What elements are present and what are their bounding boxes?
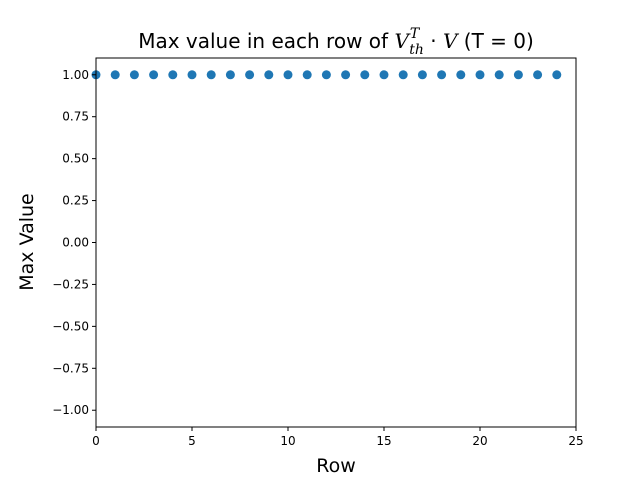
plot-frame [95, 57, 577, 428]
data-point [168, 70, 178, 80]
x-axis-label: Row [316, 455, 356, 477]
data-point [341, 70, 351, 80]
y-tick-label: 1.00 [62, 68, 89, 82]
data-point [149, 70, 159, 80]
data-point [129, 70, 139, 80]
x-tick-label: 15 [376, 434, 391, 448]
data-point [475, 70, 485, 80]
y-tick-label: −1.00 [52, 403, 89, 417]
data-point [245, 70, 255, 80]
y-tick-label: 0.75 [62, 110, 89, 124]
data-point [552, 70, 562, 80]
title-suffix: (T = 0) [457, 29, 533, 53]
data-points [91, 70, 562, 80]
title-math-base: V [394, 29, 411, 53]
data-point [225, 70, 235, 80]
y-tick-label: 0.25 [62, 194, 89, 208]
data-point [187, 70, 197, 80]
data-point [398, 70, 408, 80]
data-point [264, 70, 274, 80]
title-math-op: · [424, 29, 443, 53]
data-point [533, 70, 543, 80]
data-point [494, 70, 504, 80]
data-point [513, 70, 523, 80]
y-tick-label: −0.25 [52, 277, 89, 291]
data-point [456, 70, 466, 80]
data-point [417, 70, 427, 80]
x-tick-label: 5 [188, 434, 196, 448]
y-tick-label: 0.50 [62, 152, 89, 166]
data-point [302, 70, 312, 80]
data-point [206, 70, 216, 80]
data-point [379, 70, 389, 80]
data-point [283, 70, 293, 80]
data-point [321, 70, 331, 80]
y-tick-label: −0.75 [52, 361, 89, 375]
x-tick-label: 20 [472, 434, 487, 448]
y-tick-label: 0.00 [62, 236, 89, 250]
title-prefix: Max value in each row of [138, 29, 394, 53]
chart-title: Max value in each row of VT th · V (T = 0… [138, 26, 534, 58]
data-point [110, 70, 120, 80]
title-math-sub: th [409, 42, 424, 58]
title-math-var: V [443, 29, 460, 53]
x-tick-label: 10 [280, 434, 295, 448]
axis-ticks: 0 5 10 15 20 25 −1.00 −0.75 −0.50 −0.25 0.00 0.25 0.… [52, 68, 583, 448]
x-tick-label: 25 [568, 434, 583, 448]
y-axis-label: Max Value [16, 193, 38, 291]
title-math-sup: T [410, 26, 421, 42]
y-tick-label: −0.50 [52, 319, 89, 333]
x-tick-label: 0 [92, 434, 100, 448]
data-point [360, 70, 370, 80]
data-point [437, 70, 447, 80]
